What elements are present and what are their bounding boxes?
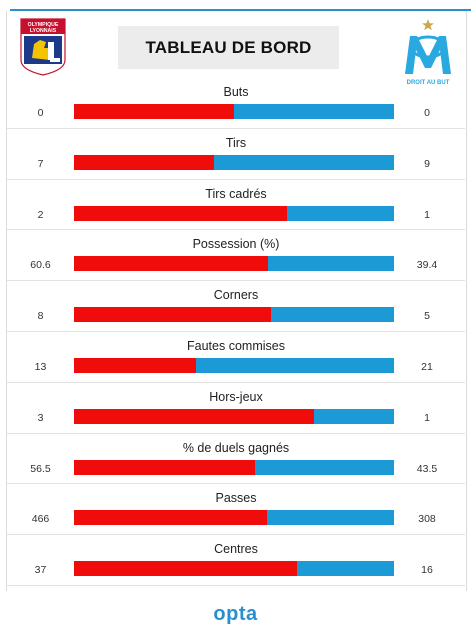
top-rule	[10, 9, 471, 11]
stat-bar	[74, 256, 394, 272]
away-bar-segment	[314, 408, 394, 424]
home-value: 3	[37, 411, 44, 424]
home-value: 8	[37, 310, 44, 323]
stat-row: Corners 8 5	[7, 281, 465, 332]
opta-logo: opta	[213, 603, 258, 625]
stats-panel	[6, 11, 467, 591]
home-bar-segment	[74, 154, 214, 170]
away-bar-segment	[254, 459, 394, 475]
stat-bar	[74, 561, 394, 577]
home-value: 60.6	[30, 259, 51, 272]
away-value: 39.4	[416, 259, 438, 272]
page-title: TABLEAU DE BORD	[118, 26, 339, 69]
stat-label: Passes	[215, 491, 257, 506]
stat-bar	[74, 205, 394, 221]
stat-row: Tirs 7 9	[7, 129, 465, 180]
stat-bar	[74, 408, 394, 424]
olympique-lyonnais-logo: OLYMPIQUE LYONNAIS	[20, 18, 66, 76]
home-bar-segment	[74, 510, 267, 526]
away-bar-segment	[214, 154, 394, 170]
home-value: 7	[37, 157, 44, 170]
home-value: 466	[31, 513, 50, 526]
stat-label: Centres	[214, 542, 258, 557]
stat-row: Centres 37 16	[7, 535, 465, 586]
away-bar-segment	[297, 561, 394, 577]
stat-label: Hors-jeux	[209, 389, 263, 404]
home-bar-segment	[74, 205, 288, 221]
away-value: 1	[424, 411, 430, 424]
away-bar-segment	[196, 357, 394, 373]
home-bar-segment	[74, 357, 197, 373]
away-bar-segment	[287, 205, 394, 221]
stat-label: % de duels gagnés	[182, 440, 290, 455]
stat-bar	[74, 154, 394, 170]
stat-label: Fautes commises	[187, 338, 285, 353]
home-bar-segment	[74, 561, 298, 577]
home-bar-segment	[74, 307, 271, 323]
home-logo-line-2: LYONNAIS	[30, 28, 57, 34]
away-value: 5	[424, 310, 430, 323]
away-value: 43.5	[416, 462, 438, 475]
home-value: 13	[34, 360, 47, 373]
home-bar-segment	[74, 459, 255, 475]
stat-row: Buts 0 0	[7, 78, 465, 129]
away-bar-segment	[234, 104, 394, 119]
away-value: 0	[424, 107, 430, 119]
away-value: 1	[424, 208, 430, 221]
home-bar-segment	[74, 256, 268, 272]
stat-row: Possession (%) 60.6 39.4	[7, 230, 465, 282]
home-value: 0	[37, 107, 44, 119]
stat-row: % de duels gagnés 56.5 43.5	[7, 434, 465, 485]
stat-label: Tirs cadrés	[205, 186, 267, 201]
stat-row: Fautes commises 13 21	[7, 332, 465, 383]
stats-list: Buts 0 0 Tirs 7 9 Tirs cadrés 2 1 Possession (%) 6…	[7, 78, 465, 586]
away-logo-motto: DROIT AU BUT	[407, 80, 450, 86]
stat-row: Hors-jeux 3 1	[7, 383, 465, 434]
home-logo-line-1: OLYMPIQUE	[28, 22, 59, 28]
stat-label: Tirs	[225, 135, 247, 150]
stat-bar	[74, 357, 394, 373]
stat-bar	[74, 459, 394, 475]
away-value: 16	[421, 564, 433, 577]
stat-bar	[74, 104, 394, 119]
stat-row: Tirs cadrés 2 1	[7, 180, 465, 231]
away-value: 9	[424, 157, 430, 170]
home-value: 56.5	[30, 462, 51, 475]
olympique-marseille-logo: DROIT AU BUT	[405, 19, 451, 86]
home-value: 2	[37, 208, 44, 221]
home-bar-segment	[74, 104, 234, 119]
stat-bar	[74, 510, 394, 526]
stat-label: Possession (%)	[192, 237, 280, 252]
stat-label: Buts	[223, 85, 249, 99]
home-value: 37	[34, 564, 47, 577]
home-bar-segment	[74, 408, 314, 424]
away-value: 308	[418, 513, 436, 526]
stat-label: Corners	[213, 288, 259, 303]
away-bar-segment	[270, 307, 394, 323]
stat-row: Passes 466 308	[7, 484, 465, 536]
away-bar-segment	[266, 510, 394, 526]
away-value: 21	[421, 360, 433, 373]
stat-bar	[74, 307, 394, 323]
away-bar-segment	[267, 256, 394, 272]
